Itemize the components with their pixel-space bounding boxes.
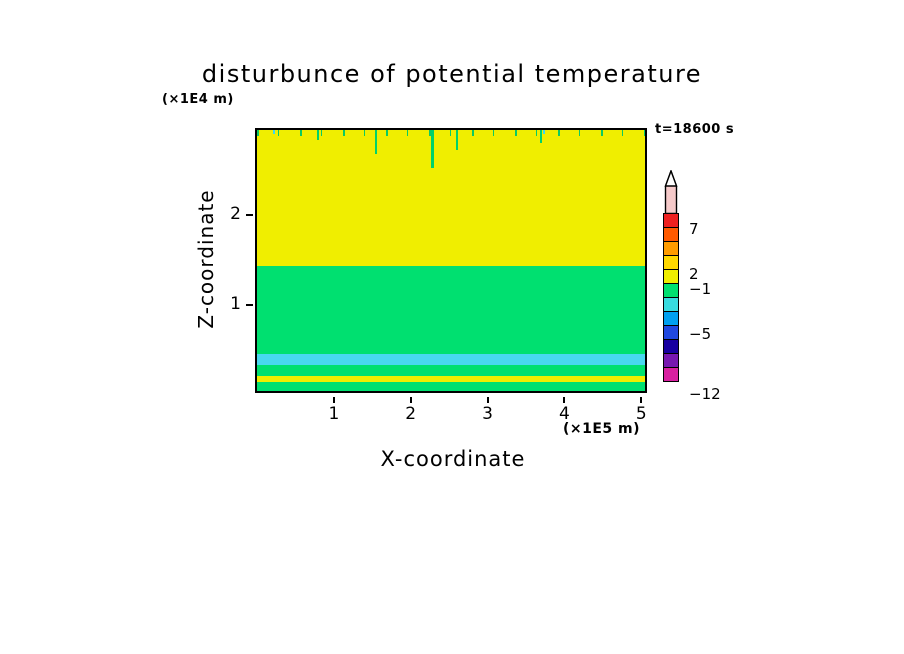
y-tick-label: 1 (230, 294, 241, 315)
x-axis-unit: (×1E5 m) (563, 421, 641, 437)
contour-noise-streak (540, 130, 542, 143)
x-tick-label: 1 (328, 404, 340, 424)
contour-bands (257, 130, 645, 391)
colorbar-segment (663, 241, 679, 256)
x-tick-mark (332, 397, 335, 403)
contour-band (257, 265, 645, 355)
colorbar-segment (663, 339, 679, 354)
x-axis-label: X-coordinate (380, 447, 526, 471)
colorbar-segment (663, 297, 679, 312)
colorbar-segment (663, 325, 679, 340)
y-axis-unit: (×1E4 m) (162, 92, 234, 107)
x-tick-mark (563, 397, 566, 403)
chart-title: disturbunce of potential temperature (201, 60, 703, 88)
colorbar-labels: 7 2 −1 −5 −12 (689, 214, 733, 410)
colorbar-tick-label: −1 (689, 280, 712, 298)
x-tick-mark (640, 397, 643, 403)
colorbar (662, 170, 680, 382)
colorbar-segment (663, 353, 679, 368)
colorbar-tick-label: 2 (689, 265, 699, 283)
y-tick-mark (246, 304, 253, 307)
colorbar-tick-label: −5 (689, 325, 712, 343)
y-axis-label: Z-coordinate (194, 189, 218, 329)
colorbar-segment (663, 269, 679, 284)
x-axis-ticks: 1 2 3 4 5 (257, 397, 649, 427)
colorbar-segment (663, 283, 679, 298)
contour-noise-streak (431, 130, 434, 168)
contour-noise-streak (456, 130, 458, 150)
colorbar-segments (663, 213, 679, 382)
colorbar-segment (663, 255, 679, 270)
y-tick-mark (246, 214, 253, 217)
contour-noise-streak (317, 130, 319, 140)
contour-band (257, 376, 645, 383)
contour-noise-streak (375, 130, 377, 154)
y-tick-label: 2 (230, 204, 241, 225)
x-tick-label: 2 (405, 404, 417, 424)
colorbar-tick-label: 7 (689, 220, 699, 238)
x-tick-label: 5 (635, 404, 647, 424)
colorbar-segment (663, 213, 679, 228)
colorbar-tick-label: −12 (689, 385, 721, 403)
x-tick-mark (486, 397, 489, 403)
colorbar-segment (663, 367, 679, 382)
time-label: t=18600 s (655, 122, 735, 137)
contour-noise-dot (273, 130, 275, 134)
plot-area (255, 128, 647, 393)
x-tick-label: 4 (559, 404, 570, 424)
contour-band (257, 353, 645, 366)
x-tick-label: 3 (482, 404, 493, 424)
x-tick-mark (409, 397, 412, 403)
colorbar-segment (663, 227, 679, 242)
contour-noise-dot (543, 130, 545, 134)
contour-noise-strip (257, 130, 645, 136)
contour-band (257, 365, 645, 377)
contour-band (257, 130, 645, 267)
colorbar-arrow-icon (664, 170, 678, 214)
colorbar-segment (663, 311, 679, 326)
contour-band (257, 382, 645, 391)
